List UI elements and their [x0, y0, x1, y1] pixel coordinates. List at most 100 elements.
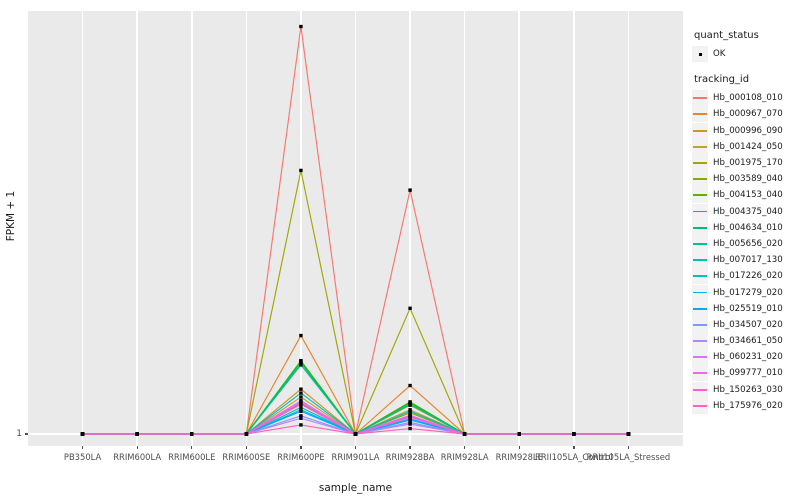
legend-item[interactable]: Hb_001975_170 — [692, 155, 800, 172]
legend-point-icon — [692, 46, 708, 63]
legend-item-label: Hb_000996_090 — [713, 125, 783, 136]
x-axis-tick-mark — [81, 446, 84, 449]
legend-item-label: Hb_017226_020 — [713, 271, 783, 282]
legend-item-label: Hb_034507_020 — [713, 319, 783, 330]
legend-line-icon — [692, 171, 708, 188]
line-glyph — [693, 210, 707, 213]
series-point — [190, 432, 194, 436]
legend-items-tracking-id: Hb_000108_010 Hb_000967_070 Hb_000996_090 H… — [692, 90, 800, 414]
line-glyph — [693, 307, 707, 310]
series-point — [299, 405, 303, 410]
x-axis-tick-label: RRIM901LA — [331, 452, 380, 462]
series-point — [517, 432, 521, 436]
legend-item-label: Hb_025519_010 — [713, 303, 783, 314]
legend-line-icon — [692, 155, 708, 172]
series-point — [353, 432, 358, 436]
legend-item-label: Hb_000967_070 — [713, 109, 783, 120]
x-axis-tick-label: RRIM600PE — [277, 452, 325, 462]
series-point — [408, 188, 412, 192]
line-glyph — [693, 275, 707, 278]
series-point — [299, 363, 303, 367]
line-glyph — [693, 129, 707, 132]
x-axis-tick-mark — [300, 446, 302, 449]
legend-item-label: Hb_003589_040 — [713, 174, 783, 185]
legend-item[interactable]: Hb_001424_050 — [692, 138, 800, 155]
legend-item[interactable]: Hb_004375_040 — [692, 203, 800, 220]
legend-group-quant-status: quant_status OK — [692, 30, 800, 63]
gridline-vertical — [190, 11, 193, 446]
series-point — [299, 402, 303, 407]
legend-item[interactable]: Hb_007017_130 — [692, 252, 800, 269]
gridline-vertical — [409, 11, 411, 446]
x-axis-tick-label: RRIM928BA — [385, 452, 435, 462]
legend-item[interactable]: Hb_034661_050 — [692, 333, 800, 350]
legend-item[interactable]: Hb_099777_010 — [692, 365, 800, 382]
legend-item-label: Hb_001424_050 — [713, 141, 783, 152]
series-line — [82, 400, 629, 435]
legend-item[interactable]: Hb_004634_010 — [692, 219, 800, 236]
legend-item[interactable]: Hb_000108_010 — [692, 90, 800, 107]
legend-item-label: Hb_001975_170 — [713, 158, 783, 169]
legend-line-icon — [692, 219, 708, 236]
legend-item[interactable]: Hb_175976_020 — [692, 397, 800, 414]
y-axis-tick-label: 1 — [16, 429, 22, 439]
line-glyph — [693, 226, 707, 229]
series-point — [299, 400, 303, 404]
legend-item[interactable]: Hb_004153_040 — [692, 187, 800, 204]
x-axis-tick-mark — [354, 446, 357, 449]
series-lines — [82, 26, 629, 436]
series-point — [244, 432, 249, 436]
x-axis-tick-label: RRIM928LE — [495, 452, 543, 462]
series-point — [408, 306, 412, 310]
legend-item[interactable]: Hb_017279_020 — [692, 284, 800, 301]
legend-item[interactable]: OK — [692, 46, 800, 63]
legend-line-icon — [692, 203, 708, 220]
series-point — [299, 361, 303, 365]
x-axis-tick-mark — [409, 446, 411, 449]
series-point — [462, 432, 467, 436]
legend-item[interactable]: Hb_000967_070 — [692, 106, 800, 123]
series-line — [82, 364, 629, 435]
y-axis-title: FPKM + 1 — [5, 190, 17, 242]
legend-line-icon — [692, 284, 708, 301]
series-point — [572, 432, 576, 436]
legend-item-label: Hb_005656_020 — [713, 238, 783, 249]
x-axis-tick-mark — [573, 446, 575, 449]
legend-item-label: Hb_099777_010 — [713, 368, 783, 379]
line-glyph — [693, 388, 707, 391]
series-line — [82, 360, 629, 435]
legend-item[interactable]: Hb_060231_020 — [692, 349, 800, 366]
legend-item[interactable]: Hb_150263_030 — [692, 381, 800, 398]
legend-item[interactable]: Hb_005656_020 — [692, 235, 800, 252]
series-point — [299, 391, 303, 395]
legend-group-tracking-id: tracking_id Hb_000108_010 Hb_000967_070 Hb… — [692, 74, 800, 414]
legend-line-icon — [692, 381, 708, 398]
plot-panel — [28, 11, 683, 446]
line-glyph — [693, 259, 707, 262]
legend-item-label: Hb_034661_050 — [713, 336, 783, 347]
x-axis-tick-label: PB350LA — [63, 452, 102, 462]
gridline-vertical — [573, 11, 575, 446]
x-axis-tick-label: RRIM928LA — [440, 452, 489, 462]
legend-item-label: Hb_004375_040 — [713, 206, 783, 217]
legend-item[interactable]: Hb_025519_010 — [692, 300, 800, 317]
line-glyph — [693, 404, 707, 407]
series-point — [626, 432, 631, 436]
line-glyph — [693, 194, 707, 197]
legend-item[interactable]: Hb_000996_090 — [692, 122, 800, 139]
legend-line-icon — [692, 138, 708, 155]
series-point — [299, 409, 303, 413]
series-point — [408, 415, 412, 420]
series-point — [408, 426, 412, 431]
legend-item[interactable]: Hb_034507_020 — [692, 316, 800, 333]
gridline-vertical — [245, 11, 248, 446]
series-point — [135, 432, 139, 436]
gridline-vertical — [518, 11, 521, 446]
series-line — [82, 388, 629, 435]
legend-item[interactable]: Hb_017226_020 — [692, 268, 800, 285]
series-line — [82, 26, 629, 435]
series-point — [408, 422, 412, 426]
gridline-vertical — [136, 11, 138, 446]
legend-item[interactable]: Hb_003589_040 — [692, 171, 800, 188]
gridline-vertical — [81, 11, 84, 446]
